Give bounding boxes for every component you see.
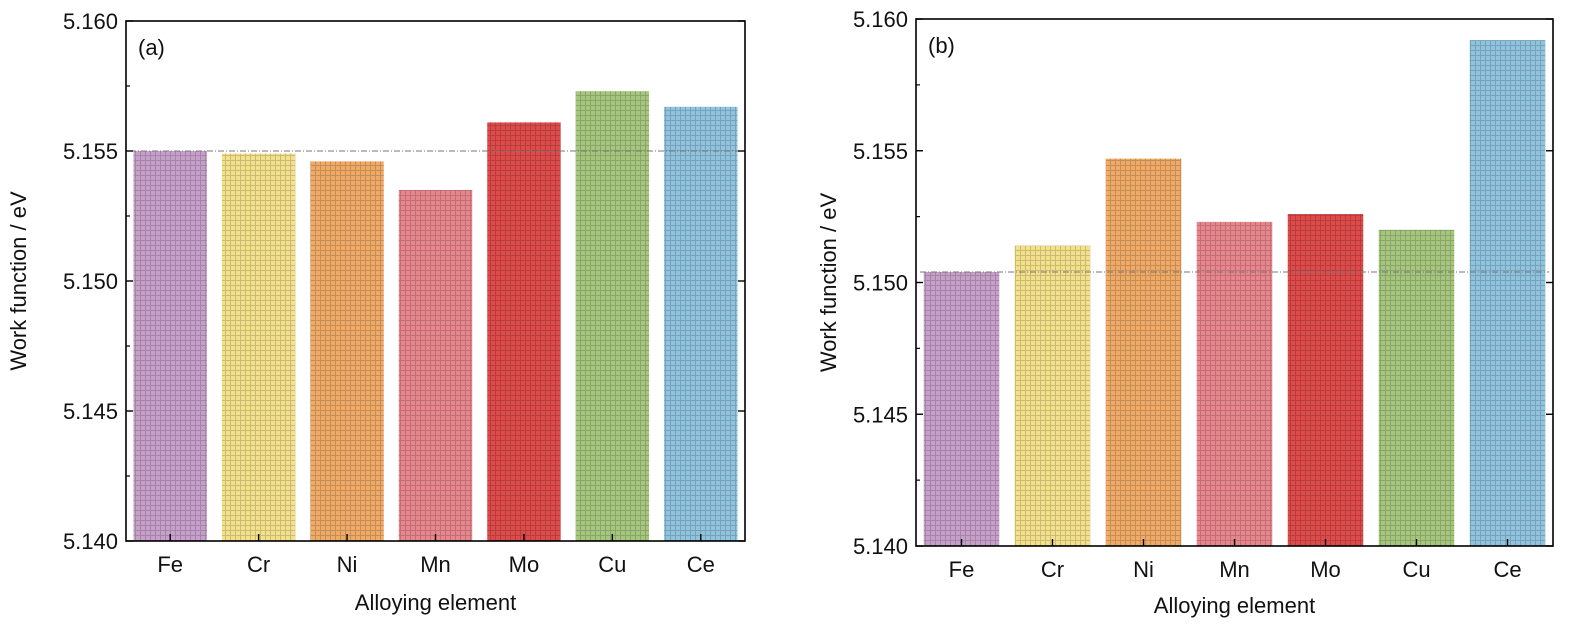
x-tick-label-mn: Mn — [1219, 557, 1250, 582]
x-tick-label-cu: Cu — [598, 552, 626, 577]
y-tick-label: 5.145 — [853, 402, 908, 427]
y-tick-label: 5.155 — [63, 139, 118, 164]
bar-hatch-mn — [398, 190, 473, 541]
y-tick-label: 5.155 — [853, 139, 908, 164]
y-tick-label: 5.145 — [63, 399, 118, 424]
bar-hatch-ni — [310, 161, 384, 541]
bar-hatch-ce — [664, 106, 738, 542]
y-tick-label: 5.150 — [63, 269, 118, 294]
x-axis-title: Alloying element — [1154, 593, 1315, 618]
x-tick-label-cr: Cr — [1041, 557, 1064, 582]
bar-hatch-cu — [1378, 229, 1455, 547]
y-axis-title: Work function / eV — [6, 191, 31, 371]
x-tick-label-cu: Cu — [1402, 557, 1430, 582]
x-tick-label-mo: Mo — [509, 552, 540, 577]
x-tick-label-fe: Fe — [949, 557, 975, 582]
x-tick-label-fe: Fe — [157, 552, 183, 577]
bar-hatch-cr — [221, 153, 296, 541]
bar-hatch-fe — [133, 151, 207, 541]
bar-hatch-cu — [575, 91, 650, 541]
y-tick-label: 5.150 — [853, 271, 908, 296]
y-tick-label: 5.160 — [63, 9, 118, 34]
x-tick-label-mo: Mo — [1310, 557, 1341, 582]
x-axis-title: Alloying element — [355, 590, 516, 615]
y-tick-label: 5.160 — [853, 7, 908, 32]
bar-hatch-cr — [1014, 245, 1091, 547]
chart-panel-b: 5.140 5.145 5.150 5.155 5.160 Fe Cr Ni Mn Mo Cu Ce A… — [816, 7, 1554, 618]
bar-hatch-mo — [1287, 213, 1364, 547]
y-tick-label: 5.140 — [63, 529, 118, 554]
x-tick-label-ni: Ni — [1133, 557, 1154, 582]
x-tick-label-ni: Ni — [337, 552, 358, 577]
panel-label: (a) — [138, 35, 165, 60]
panel-label: (b) — [928, 33, 955, 58]
bar-hatch-ni — [1105, 158, 1182, 546]
x-tick-label-ce: Ce — [687, 552, 715, 577]
bar-hatch-mo — [487, 122, 561, 542]
x-tick-label-mn: Mn — [420, 552, 451, 577]
y-tick-label: 5.140 — [853, 534, 908, 559]
y-axis-title: Work function / eV — [816, 193, 841, 373]
bar-hatch-mn — [1196, 221, 1273, 546]
bar-hatch-ce — [1469, 40, 1546, 547]
bar-hatch-fe — [923, 271, 1000, 546]
chart-panel-a: 5.140 5.145 5.150 5.155 5.160 Fe Cr Ni Mn Mo Cu Ce A… — [6, 9, 746, 615]
x-tick-label-ce: Ce — [1493, 557, 1521, 582]
x-tick-label-cr: Cr — [247, 552, 270, 577]
